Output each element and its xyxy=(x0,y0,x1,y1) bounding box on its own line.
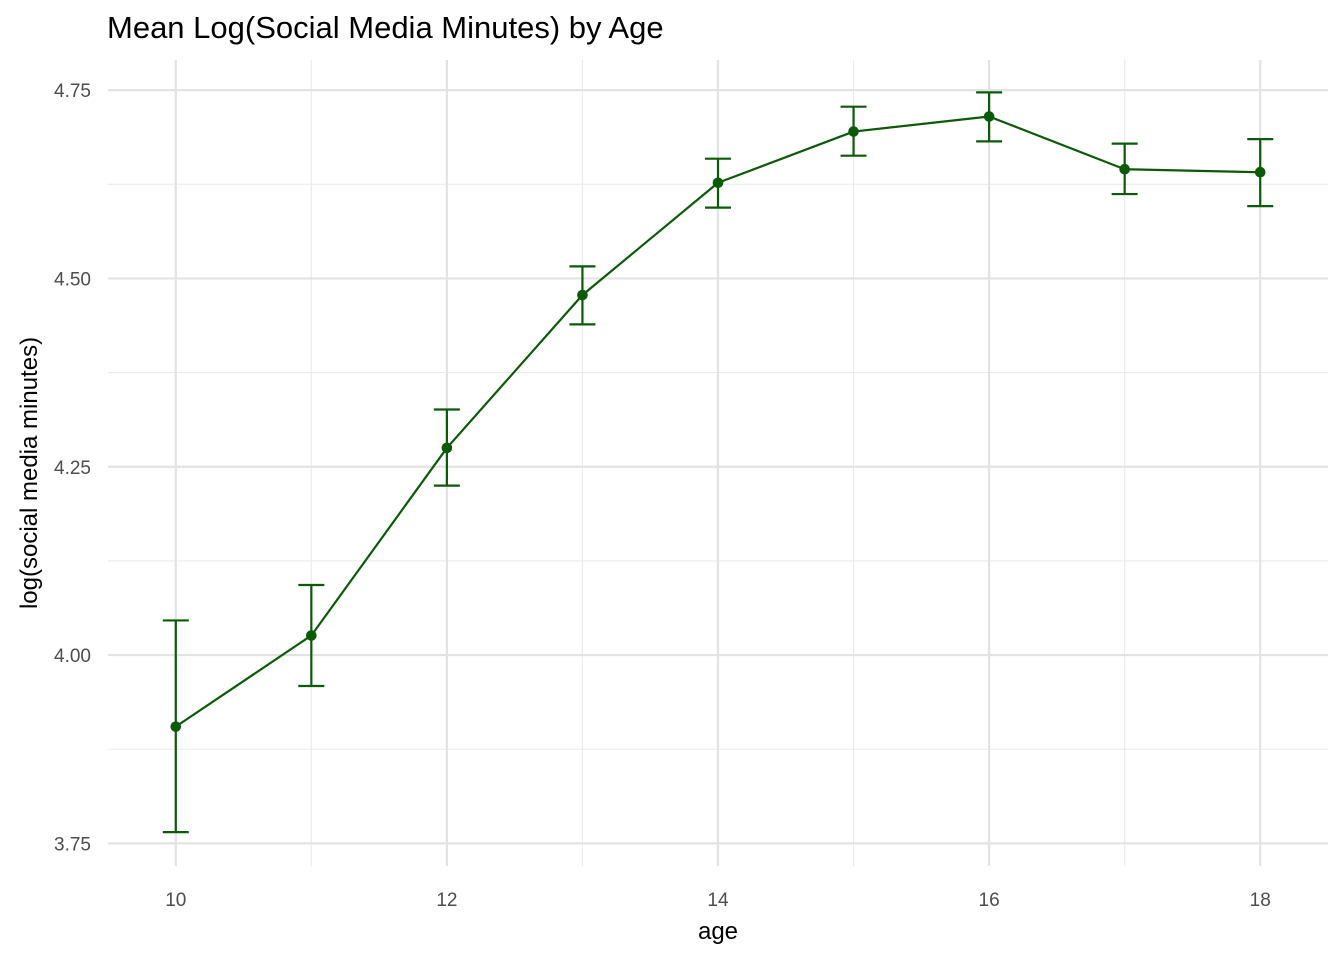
y-tick-label: 4.50 xyxy=(54,269,91,290)
y-tick-label: 4.25 xyxy=(54,458,91,479)
y-tick-label: 4.75 xyxy=(54,81,91,102)
y-tick-label: 4.00 xyxy=(54,646,91,667)
data-point xyxy=(1119,163,1130,175)
x-tick-label: 12 xyxy=(436,890,457,911)
x-tick-label: 14 xyxy=(707,890,729,911)
data-point xyxy=(712,177,724,189)
x-axis-ticks: 10 12 14 16 18 xyxy=(165,890,1271,911)
x-tick-label: 18 xyxy=(1250,890,1271,911)
data-point xyxy=(983,111,995,122)
x-tick-label: 16 xyxy=(979,890,1000,911)
data-point xyxy=(170,721,182,732)
y-axis-ticks: 3.75 4.00 4.25 4.50 4.75 xyxy=(54,81,91,855)
chart-title: Mean Log(Social Media Minutes) by Age xyxy=(107,10,664,45)
data-point xyxy=(577,289,588,301)
series-group xyxy=(162,91,1274,834)
data-point xyxy=(1254,166,1266,178)
data-point xyxy=(306,630,317,641)
data-point xyxy=(441,442,453,454)
y-tick-label: 3.75 xyxy=(54,834,91,855)
x-tick-label: 10 xyxy=(165,890,186,911)
x-axis-label: age xyxy=(698,918,738,945)
data-point xyxy=(848,126,859,137)
y-axis-label: log(social media minutes) xyxy=(16,337,43,609)
